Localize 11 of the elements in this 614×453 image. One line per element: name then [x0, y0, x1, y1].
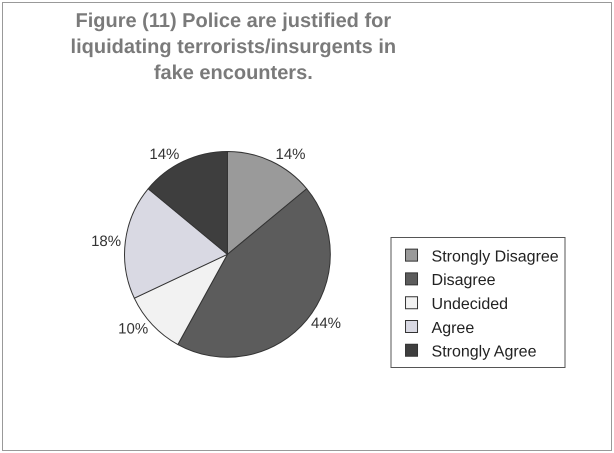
legend-label: Disagree [432, 272, 496, 290]
legend-label: Undecided [432, 296, 508, 313]
legend-label: Strongly Disagree [432, 248, 559, 266]
data-label: 10% [118, 320, 148, 338]
chart-title: Figure (11) Police are justified for liquidating terrorists/insurgents in fake encounters. [70, 10, 396, 84]
legend-label: Agree [432, 320, 474, 337]
data-label: 14% [276, 146, 306, 163]
legend-label: Strongly Agree [432, 344, 537, 361]
data-label: 44% [310, 314, 342, 332]
data-label: 14% [149, 146, 180, 163]
data-label: 18% [91, 232, 122, 250]
